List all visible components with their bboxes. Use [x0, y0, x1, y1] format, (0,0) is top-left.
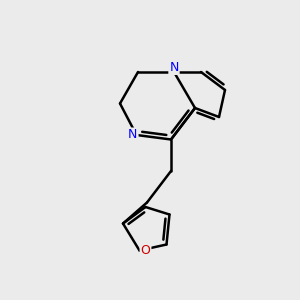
- Text: N: N: [169, 61, 179, 74]
- Text: N: N: [128, 128, 138, 142]
- Text: O: O: [141, 244, 150, 257]
